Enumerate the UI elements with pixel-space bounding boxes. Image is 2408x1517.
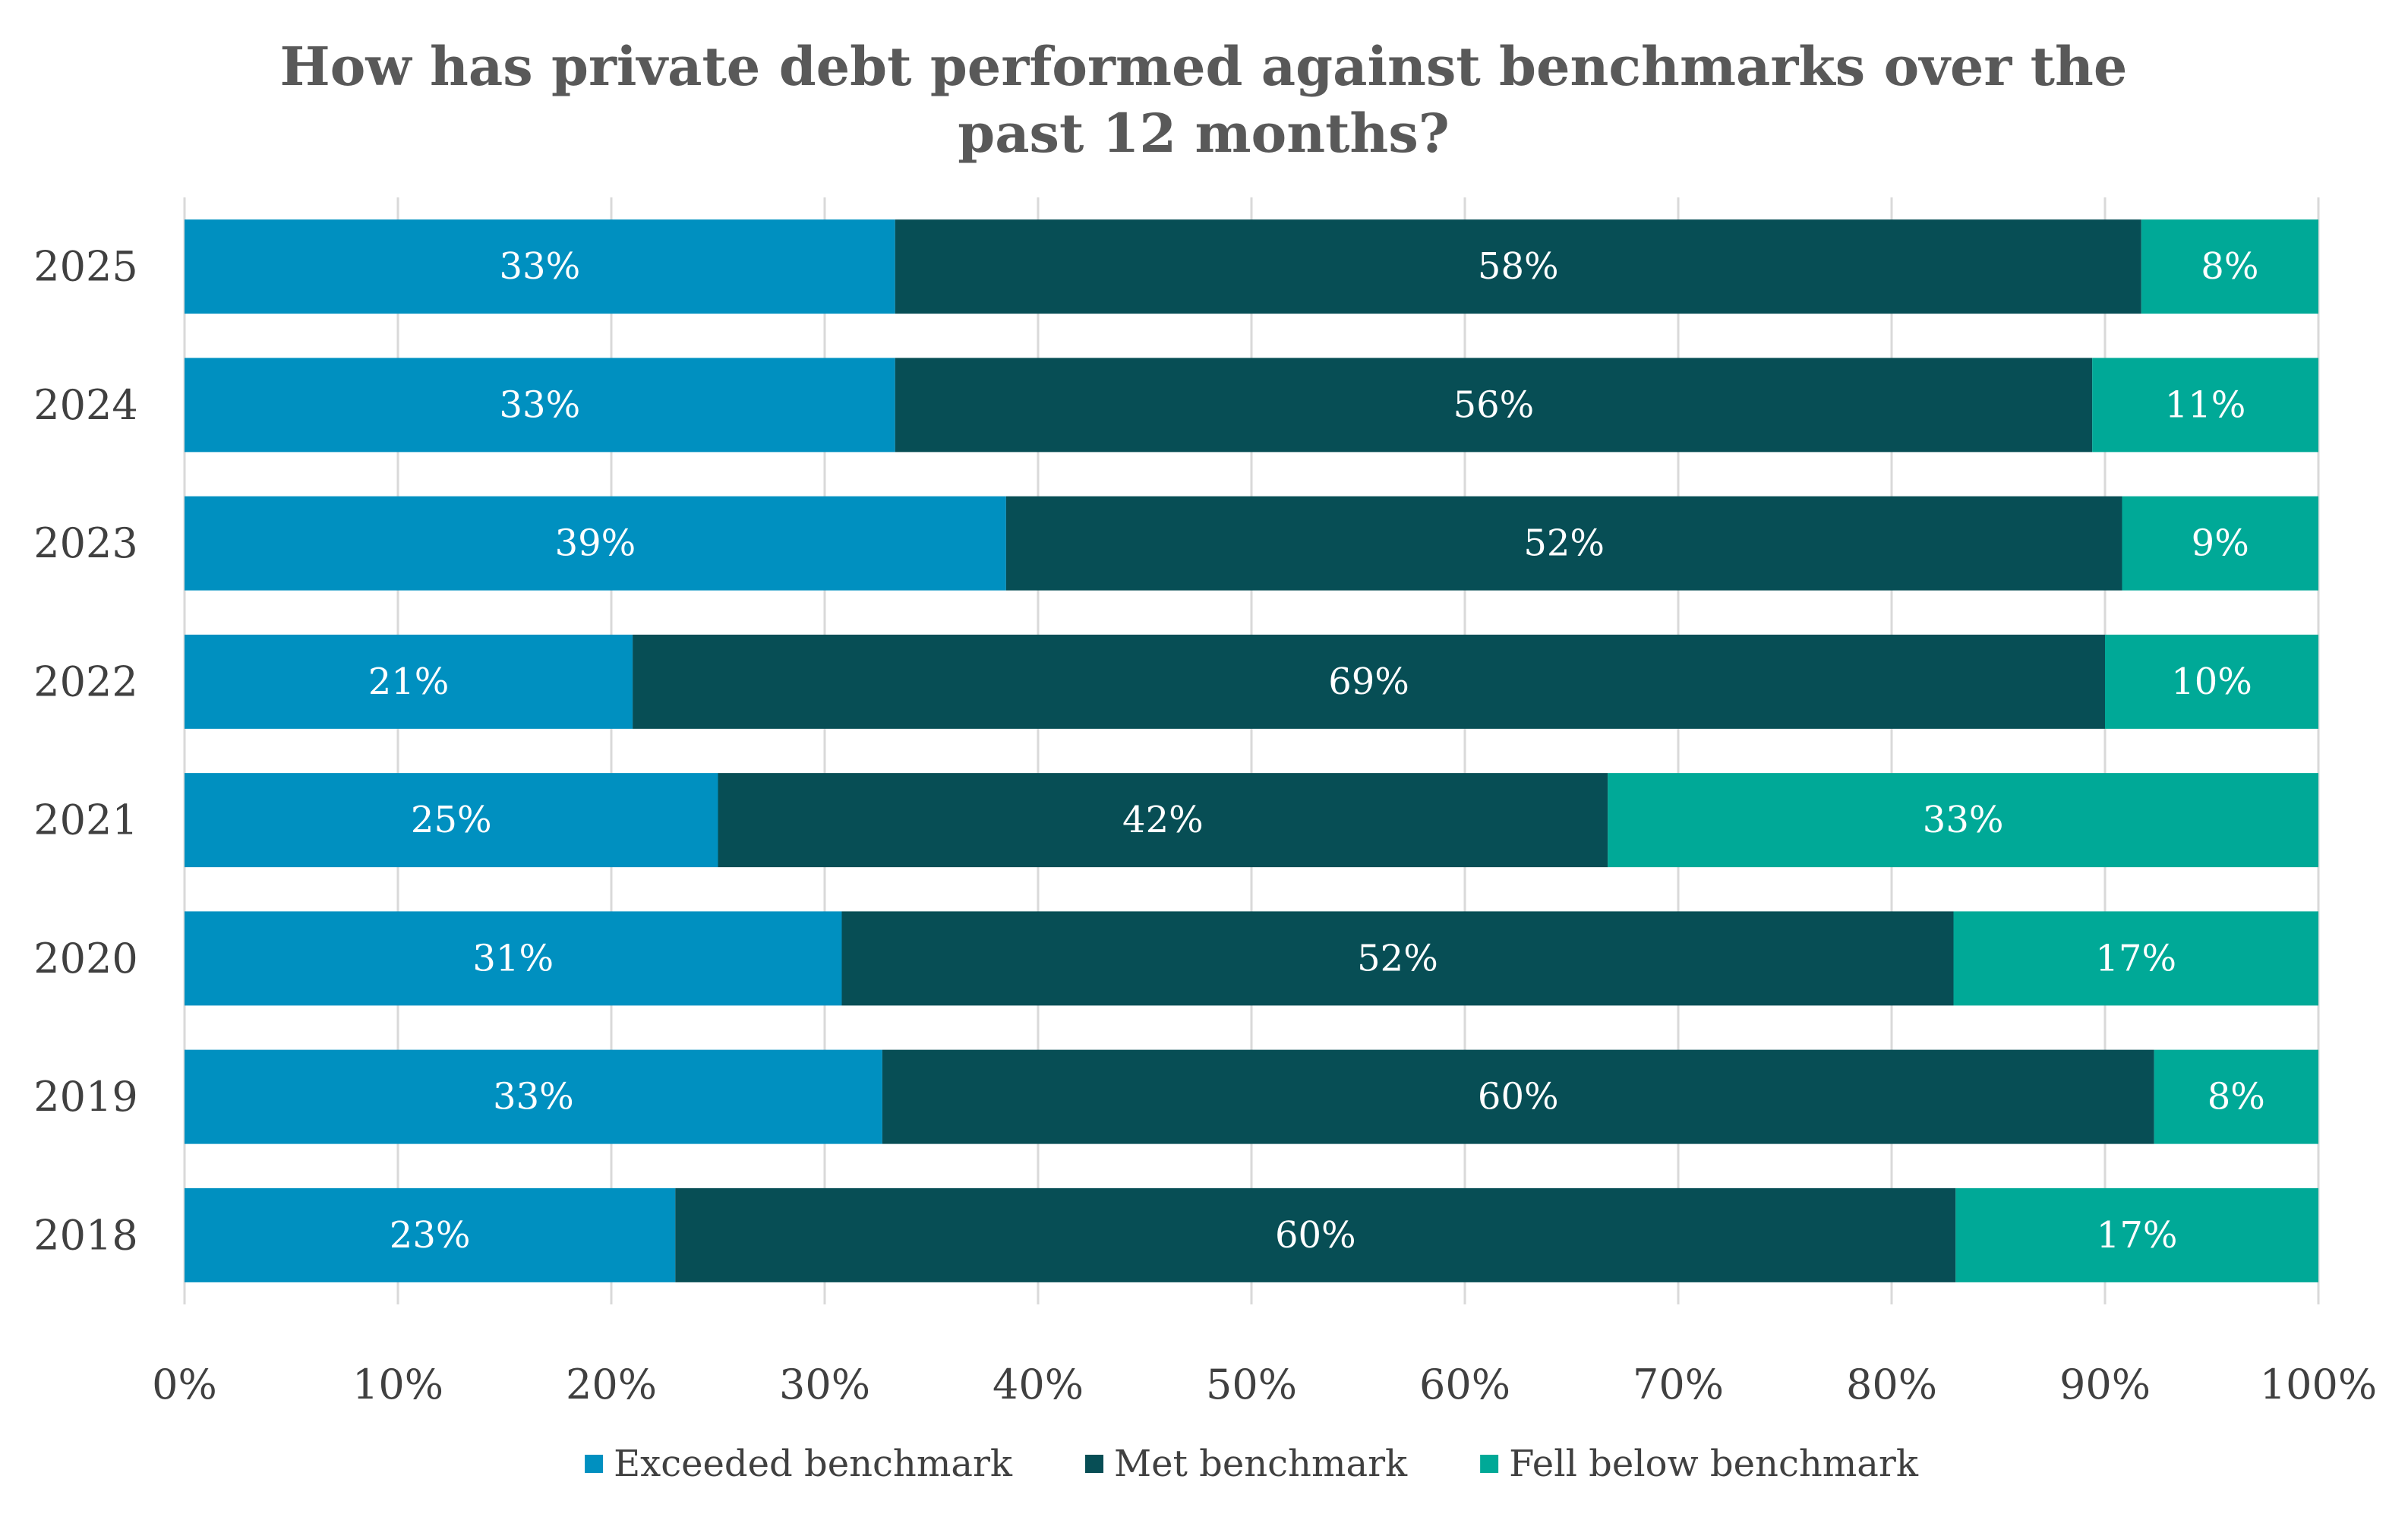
chart-title-line-1: How has private debt performed against b… xyxy=(280,35,2128,98)
bar-segment xyxy=(633,634,2105,729)
x-tick-label: 40% xyxy=(993,1361,1084,1408)
bar-data-label: 56% xyxy=(1453,383,1535,426)
bar-data-label: 60% xyxy=(1275,1214,1356,1257)
x-tick-label: 20% xyxy=(566,1361,657,1408)
bar-data-label: 58% xyxy=(1478,245,1559,288)
legend-swatch xyxy=(585,1455,604,1473)
bar-data-label: 23% xyxy=(390,1214,471,1257)
category-axis: 2025 2024 2023 2022 2021 2020 2019 2018 xyxy=(33,243,137,1260)
y-category-label: 2025 xyxy=(33,243,137,291)
chart-title: How has private debt performed against b… xyxy=(280,35,2128,165)
bar-data-label: 60% xyxy=(1478,1076,1559,1118)
bar-segment xyxy=(895,219,2141,314)
legend-swatch xyxy=(1480,1455,1499,1473)
bar-segment xyxy=(1955,1187,2318,1282)
legend-item: Met benchmark xyxy=(1085,1443,1408,1485)
y-category-label: 2020 xyxy=(33,935,137,982)
x-tick-label: 90% xyxy=(2059,1361,2151,1408)
bar-data-label: 52% xyxy=(1523,522,1605,565)
bar-row: 21% 69% 10% xyxy=(185,634,2318,729)
bar-data-label: 9% xyxy=(2192,522,2249,565)
legend-swatch xyxy=(1085,1455,1104,1473)
x-tick-label: 80% xyxy=(1846,1361,1937,1408)
x-tick-label: 100% xyxy=(2260,1361,2377,1408)
bar-data-label: 10% xyxy=(2171,661,2252,703)
bar-data-label: 8% xyxy=(2201,245,2258,288)
bar-row: 33% 56% 11% xyxy=(185,358,2318,453)
bar-data-label: 21% xyxy=(368,661,450,703)
bar-data-label: 52% xyxy=(1357,937,1438,979)
y-category-label: 2023 xyxy=(33,519,137,567)
bar-segment xyxy=(185,1187,676,1282)
y-category-label: 2024 xyxy=(33,381,137,429)
bar-data-label: 33% xyxy=(500,245,581,288)
legend-label: Exceeded benchmark xyxy=(614,1443,1013,1485)
bar-row: 25% 42% 33% xyxy=(185,773,2318,868)
x-tick-label: 70% xyxy=(1633,1361,1724,1408)
bar-segment xyxy=(185,634,633,729)
bar-row: 33% 60% 8% xyxy=(185,1049,2318,1144)
bar-data-label: 42% xyxy=(1122,799,1204,841)
bar-data-label: 8% xyxy=(2208,1076,2265,1118)
bar-segment xyxy=(185,496,1006,591)
bar-segment xyxy=(185,773,718,868)
legend-label: Met benchmark xyxy=(1114,1443,1408,1485)
x-tick-label: 0% xyxy=(152,1361,217,1408)
bar-row: 33% 58% 8% xyxy=(185,219,2318,314)
bar-segment xyxy=(185,911,842,1006)
bar-segment xyxy=(841,911,1954,1006)
value-axis: 0% 10% 20% 30% 40% 50% 60% 70% 80% 90% 100% xyxy=(152,1361,2377,1408)
bar-segment xyxy=(1608,773,2318,868)
bar-data-label: 33% xyxy=(493,1076,574,1118)
bar-data-label: 39% xyxy=(555,522,636,565)
bar-segment xyxy=(185,219,895,314)
x-tick-label: 60% xyxy=(1419,1361,1510,1408)
y-category-label: 2018 xyxy=(33,1211,137,1259)
bar-data-label: 33% xyxy=(500,383,581,426)
bar-row: 39% 52% 9% xyxy=(185,496,2318,591)
bar-segment xyxy=(2122,496,2318,591)
x-tick-label: 30% xyxy=(779,1361,870,1408)
legend-label: Fell below benchmark xyxy=(1509,1443,1919,1485)
bar-segment xyxy=(895,358,2093,453)
bar-data-label: 31% xyxy=(472,937,554,979)
bar-data-label: 11% xyxy=(2165,383,2246,426)
x-tick-label: 50% xyxy=(1206,1361,1297,1408)
bar-row: 23% 60% 17% xyxy=(185,1187,2318,1282)
bars: 33% 58% 8% 33% 56% 11% 39% 52% 9% 21% 69% 10% 25% 42%… xyxy=(185,219,2318,1282)
bar-segment xyxy=(2154,1049,2318,1144)
y-category-label: 2021 xyxy=(33,796,137,844)
legend: Exceeded benchmark Met benchmark Fell belo… xyxy=(585,1443,1919,1485)
bar-segment xyxy=(882,1049,2154,1144)
bar-segment xyxy=(675,1187,1956,1282)
y-category-label: 2019 xyxy=(33,1073,137,1121)
bar-segment xyxy=(718,773,1608,868)
legend-item: Exceeded benchmark xyxy=(585,1443,1013,1485)
bar-segment xyxy=(185,1049,882,1144)
x-tick-label: 10% xyxy=(352,1361,443,1408)
bar-segment xyxy=(2105,634,2318,729)
bar-segment xyxy=(2092,358,2318,453)
legend-item: Fell below benchmark xyxy=(1480,1443,1919,1485)
bar-data-label: 17% xyxy=(2097,1214,2178,1257)
bar-data-label: 17% xyxy=(2095,937,2176,979)
bar-data-label: 33% xyxy=(1923,799,2004,841)
bar-segment xyxy=(1953,911,2318,1006)
bar-segment xyxy=(1005,496,2122,591)
bar-row: 31% 52% 17% xyxy=(185,911,2318,1006)
bar-data-label: 25% xyxy=(411,799,492,841)
chart-title-line-2: past 12 months? xyxy=(958,102,1450,165)
bar-data-label: 69% xyxy=(1328,661,1409,703)
bar-segment xyxy=(2141,219,2318,314)
y-category-label: 2022 xyxy=(33,658,137,705)
bar-segment xyxy=(185,358,895,453)
